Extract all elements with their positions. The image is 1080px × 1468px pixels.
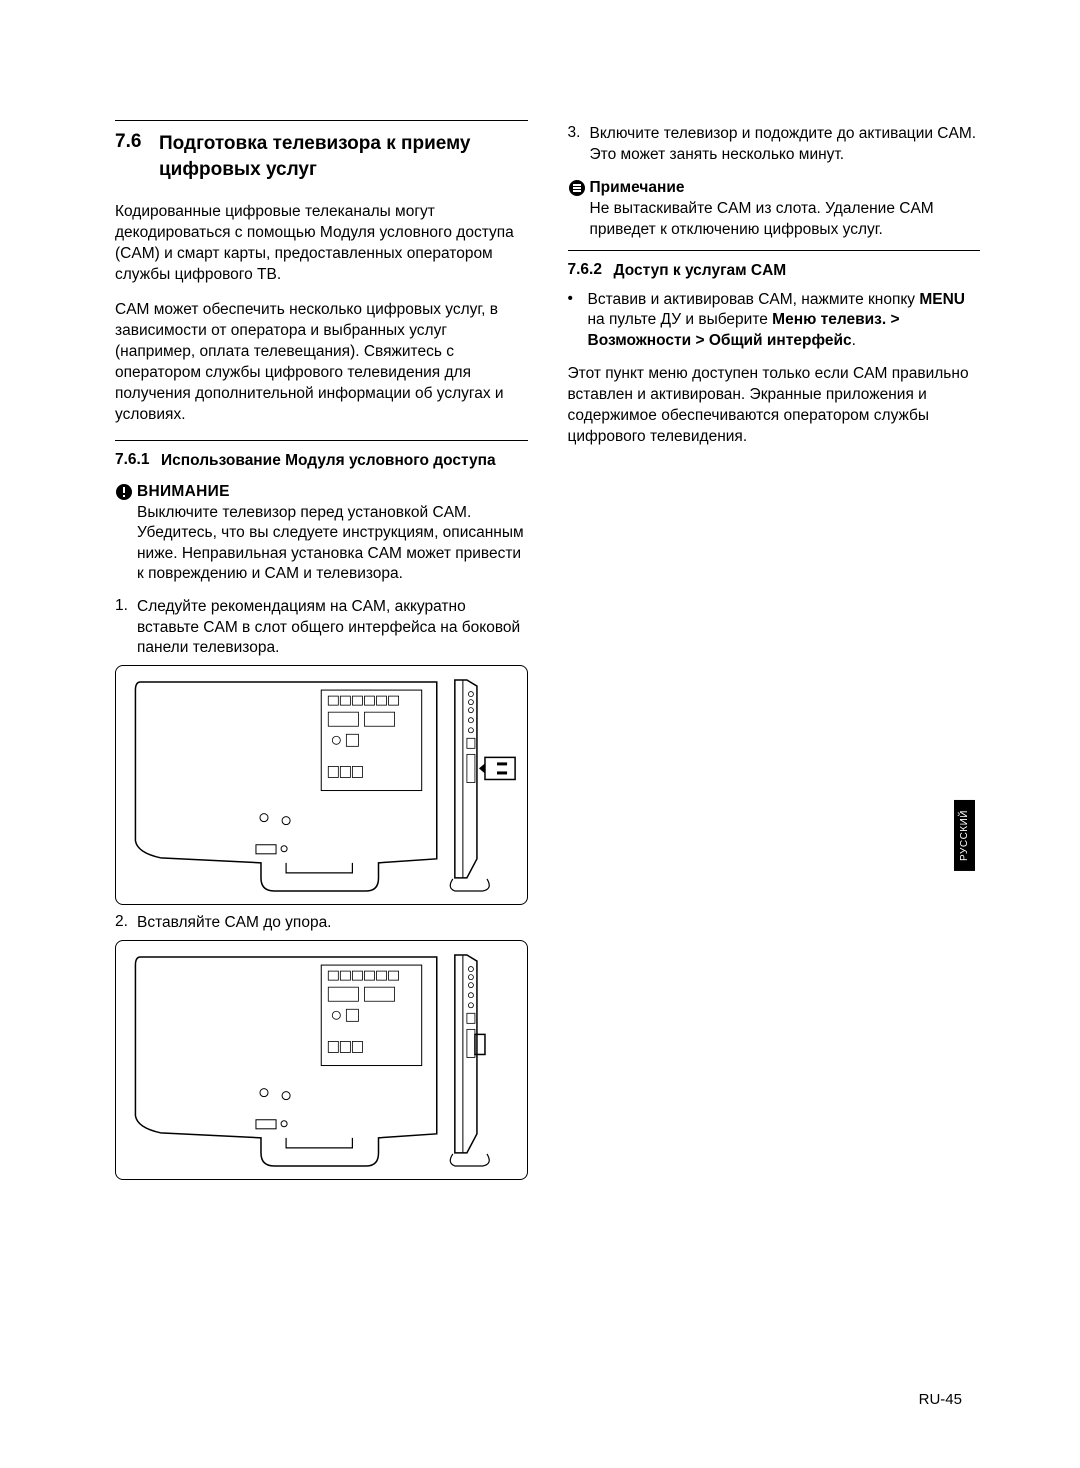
note-text: Не вытаскивайте CAM из слота. Удаление C… [590,199,981,240]
figure-cam-insert-2 [115,940,528,1180]
subsection-number: 7.6.1 [115,451,161,471]
figure-cam-insert-1 [115,665,528,905]
paragraph: CAM может обеспечить несколько цифровых … [115,300,528,426]
section-number: 7.6 [115,131,159,182]
page-content: 7.6 Подготовка телевизора к приему цифро… [0,0,1080,1248]
subsection-number: 7.6.2 [568,261,614,281]
warning-block: ВНИМАНИЕ Выключите телевизор перед устан… [115,483,528,585]
page-number: RU-45 [919,1391,962,1408]
menu-keyword: MENU [919,291,965,308]
caution-icon [115,483,137,585]
warning-title: ВНИМАНИЕ [137,483,528,501]
paragraph: Кодированные цифровые телеканалы могут д… [115,202,528,286]
step-text: Вставляйте CAM до упора. [137,913,528,934]
bullet-marker: • [568,290,588,352]
subsection-heading: 7.6.1 Использование Модуля условного дос… [115,440,528,471]
note-title: Примечание [590,179,981,197]
text-span: на пульте ДУ и выберите [588,311,773,328]
step-text: Включите телевизор и подождите до актива… [590,124,981,165]
warning-content: ВНИМАНИЕ Выключите телевизор перед устан… [137,483,528,585]
note-block: Примечание Не вытаскивайте CAM из слота.… [568,179,981,240]
text-span: . [852,332,856,349]
subsection-title: Использование Модуля условного доступа [161,451,496,471]
step-item: 3. Включите телевизор и подождите до акт… [568,124,981,165]
paragraph: Этот пункт меню доступен только если CAM… [568,364,981,448]
section-title: Подготовка телевизора к приему цифровых … [159,131,528,182]
step-item: 2. Вставляйте CAM до упора. [115,913,528,934]
warning-text: Выключите телевизор перед установкой CAM… [137,503,528,585]
text-span: Вставив и активировав CAM, нажмите кнопк… [588,291,920,308]
right-column: 3. Включите телевизор и подождите до акт… [568,120,981,1188]
left-column: 7.6 Подготовка телевизора к приему цифро… [115,120,528,1188]
section-heading: 7.6 Подготовка телевизора к приему цифро… [115,120,528,182]
step-number: 1. [115,597,137,659]
language-tab: РУССКИЙ [954,800,975,871]
note-icon [568,179,590,240]
step-number: 2. [115,913,137,934]
subsection-title: Доступ к услугам CAM [614,261,787,281]
bullet-text: Вставив и активировав CAM, нажмите кнопк… [588,290,981,352]
step-text: Следуйте рекомендациям на CAM, аккуратно… [137,597,528,659]
bullet-item: • Вставив и активировав CAM, нажмите кно… [568,290,981,352]
note-content: Примечание Не вытаскивайте CAM из слота.… [590,179,981,240]
step-item: 1. Следуйте рекомендациям на CAM, аккура… [115,597,528,659]
step-number: 3. [568,124,590,165]
subsection-heading: 7.6.2 Доступ к услугам CAM [568,250,981,281]
